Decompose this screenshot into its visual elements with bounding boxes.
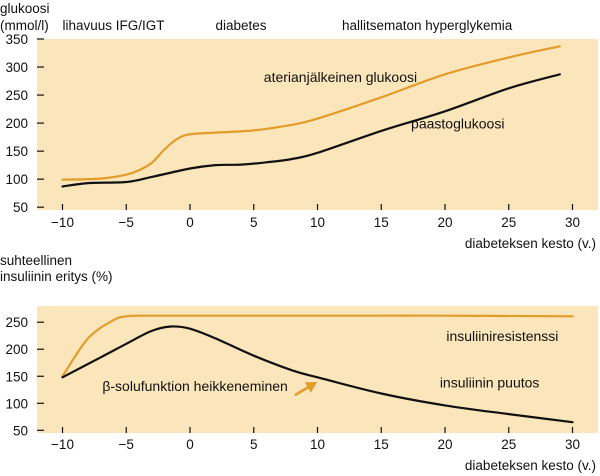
y-tick-label: 50 xyxy=(13,423,28,438)
insulin-panel: suhteellinen insuliinin eritys (%) 50100… xyxy=(0,253,598,473)
x-tick-label: 20 xyxy=(437,437,452,452)
insulin-ylabel-line1: suhteellinen xyxy=(0,253,72,268)
glucose-y-ticks: 50 100 150 200 250 300 350 xyxy=(5,32,44,215)
x-tick-label: −10 xyxy=(51,215,74,230)
x-tick-label: 5 xyxy=(250,215,258,230)
insulin-deficiency-line xyxy=(61,325,574,424)
x-tick-label: 0 xyxy=(186,437,194,452)
x-tick-label: 25 xyxy=(501,215,516,230)
y-tick-label: 200 xyxy=(5,342,28,357)
x-tick-label: 30 xyxy=(565,437,580,452)
x-tick-label: 10 xyxy=(310,437,325,452)
y-tick-label: 150 xyxy=(5,144,28,159)
x-tick-label: 25 xyxy=(501,437,516,452)
stage-label-diabetes: diabetes xyxy=(215,18,266,33)
y-tick-label: 300 xyxy=(5,60,28,75)
beta-cell-decline-arrow xyxy=(294,381,318,396)
stage-label-ifg-igt: lihavuus IFG/IGT xyxy=(62,18,164,33)
postprandial-glucose-line xyxy=(61,45,561,181)
fasting-glucose-line xyxy=(61,73,561,188)
insulin-x-ticks: −10 −5 0 5 10 15 20 25 30 xyxy=(51,427,580,452)
x-tick-label: 0 xyxy=(186,215,194,230)
glucose-lines xyxy=(61,45,561,188)
y-tick-label: 250 xyxy=(5,315,28,330)
x-tick-label: −10 xyxy=(51,437,74,452)
glucose-plot-area xyxy=(37,39,598,210)
glucose-xlabel: diabeteksen kesto (v.) xyxy=(465,236,596,251)
annotation-postprandial-glucose: aterianjälkeinen glukoosi xyxy=(264,69,417,85)
glucose-ylabel-line2: (mmol/l) xyxy=(0,18,49,33)
y-tick-label: 250 xyxy=(5,88,28,103)
annotation-insulin-deficiency: insuliinin puutos xyxy=(440,375,540,391)
glucose-x-ticks: −10 −5 0 5 10 15 20 25 30 xyxy=(51,204,580,230)
x-tick-label: 15 xyxy=(374,215,389,230)
y-tick-label: 150 xyxy=(5,369,28,384)
glucose-panel: glukoosi (mmol/l) lihavuus IFG/IGT diabe… xyxy=(0,1,598,251)
x-tick-label: 10 xyxy=(310,215,325,230)
x-tick-label: −5 xyxy=(119,437,134,452)
y-tick-label: 100 xyxy=(5,396,28,411)
y-tick-label: 100 xyxy=(5,172,28,187)
insulin-xlabel: diabeteksen kesto (v.) xyxy=(465,458,596,473)
y-tick-label: 350 xyxy=(5,32,28,47)
insulin-resistance-line xyxy=(61,314,574,378)
insulin-y-ticks: 50 100 150 200 250 xyxy=(5,315,44,438)
x-tick-label: −5 xyxy=(119,215,134,230)
x-tick-label: 15 xyxy=(374,437,389,452)
annotation-insulin-resistance: insuliiniresistenssi xyxy=(446,328,558,344)
annotation-beta-cell-decline: β-solufunktion heikkeneminen xyxy=(102,378,288,394)
insulin-ylabel-line2: insuliinin eritys (%) xyxy=(0,269,113,284)
y-tick-label: 200 xyxy=(5,116,28,131)
x-tick-label: 5 xyxy=(250,437,258,452)
annotation-fasting-glucose: paastoglukoosi xyxy=(411,116,504,132)
y-tick-label: 50 xyxy=(13,200,28,215)
insulin-plot-area xyxy=(37,306,598,433)
insulin-lines xyxy=(61,314,574,424)
glucose-ylabel-line1: glukoosi xyxy=(0,1,50,16)
stage-label-hyperglycemia: hallitsematon hyperglykemia xyxy=(342,18,513,33)
x-tick-label: 20 xyxy=(437,215,452,230)
x-tick-label: 30 xyxy=(565,215,580,230)
